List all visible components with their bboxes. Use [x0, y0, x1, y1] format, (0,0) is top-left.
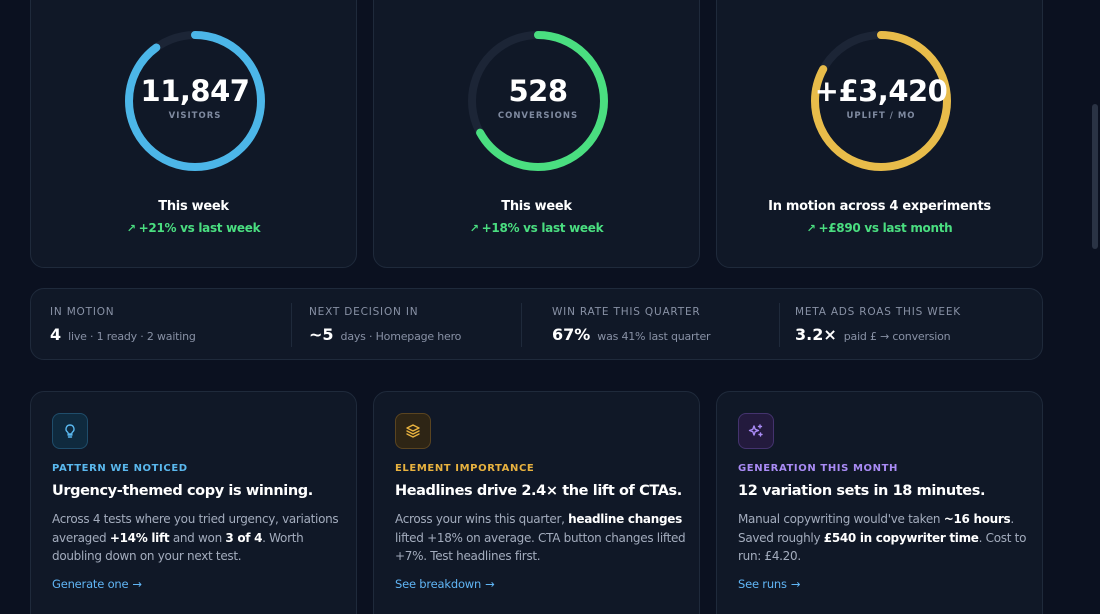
visitors-ring: 11,847 VISITORS — [121, 27, 269, 175]
conversions-caption: This week — [501, 199, 572, 214]
insight-card-element-importance: ELEMENT IMPORTANCE Headlines drive 2.4× … — [373, 391, 700, 614]
lightbulb-icon — [52, 413, 88, 449]
visitors-label: VISITORS — [168, 111, 222, 121]
stat-label: NEXT DECISION IN — [309, 306, 419, 318]
insight-title: 12 variation sets in 18 minutes. — [738, 483, 986, 499]
uplift-card: +£3,420 UPLIFT / MO In motion across 4 e… — [716, 0, 1043, 268]
trend-up-icon: ↗ — [806, 222, 816, 235]
conversions-label: CONVERSIONS — [497, 111, 579, 121]
insight-card-pattern: PATTERN WE NOTICED Urgency-themed copy i… — [30, 391, 357, 614]
insight-card-generation: GENERATION THIS MONTH 12 variation sets … — [716, 391, 1043, 614]
trend-up-icon: ↗ — [126, 222, 136, 235]
visitors-caption: This week — [158, 199, 229, 214]
visitors-value: 11,847 — [140, 74, 250, 108]
see-runs-link[interactable]: See runs → — [738, 577, 801, 591]
uplift-delta: ↗ +£890 vs last month — [806, 221, 953, 235]
stat-label: META ADS ROAS THIS WEEK — [795, 306, 961, 318]
visitors-card: 11,847 VISITORS This week ↗ +21% vs last … — [30, 0, 357, 268]
layers-icon — [395, 413, 431, 449]
divider — [521, 303, 522, 347]
arrow-right-icon: → — [485, 577, 495, 591]
divider — [779, 303, 780, 347]
uplift-value: +£3,420 — [814, 74, 948, 108]
stat-detail: days · Homepage hero — [340, 330, 462, 343]
insight-title: Headlines drive 2.4× the lift of CTAs. — [395, 483, 682, 499]
insight-title: Urgency-themed copy is winning. — [52, 483, 313, 499]
stats-strip: IN MOTION 4 live · 1 ready · 2 waiting NE… — [30, 288, 1043, 360]
stat-value: 67% — [552, 325, 591, 344]
uplift-caption: In motion across 4 experiments — [768, 199, 991, 214]
insight-kicker: PATTERN WE NOTICED — [52, 463, 188, 474]
trend-up-icon: ↗ — [469, 222, 479, 235]
sparkles-icon — [738, 413, 774, 449]
stat-detail: was 41% last quarter — [597, 330, 711, 343]
insight-kicker: ELEMENT IMPORTANCE — [395, 463, 535, 474]
visitors-delta: ↗ +21% vs last week — [126, 221, 261, 235]
stat-label: WIN RATE THIS QUARTER — [552, 306, 701, 318]
stat-value: 3.2× — [795, 325, 837, 344]
conversions-card: 528 CONVERSIONS This week ↗ +18% vs last … — [373, 0, 700, 268]
insight-body: Manual copywriting would've taken ~16 ho… — [738, 512, 1027, 563]
stat-detail: live · 1 ready · 2 waiting — [68, 330, 196, 343]
stat-detail: paid £ → conversion — [843, 330, 951, 343]
conversions-ring: 528 CONVERSIONS — [464, 27, 612, 175]
uplift-ring: +£3,420 UPLIFT / MO — [807, 27, 955, 175]
conversions-value: 528 — [508, 74, 568, 108]
insight-body: Across 4 tests where you tried urgency, … — [52, 512, 339, 563]
uplift-label: UPLIFT / MO — [846, 111, 916, 121]
page-scrollbar[interactable] — [1092, 104, 1098, 249]
stat-value: ~5 — [309, 325, 334, 344]
insight-kicker: GENERATION THIS MONTH — [738, 463, 899, 474]
insight-body: Across your wins this quarter, headline … — [395, 512, 686, 563]
stat-value: 4 — [50, 325, 62, 344]
generate-one-link[interactable]: Generate one → — [52, 577, 142, 591]
stat-label: IN MOTION — [50, 306, 115, 318]
arrow-right-icon: → — [132, 577, 142, 591]
conversions-delta: ↗ +18% vs last week — [469, 221, 604, 235]
divider — [291, 303, 292, 347]
arrow-right-icon: → — [790, 577, 801, 591]
see-breakdown-link[interactable]: See breakdown → — [395, 577, 495, 591]
